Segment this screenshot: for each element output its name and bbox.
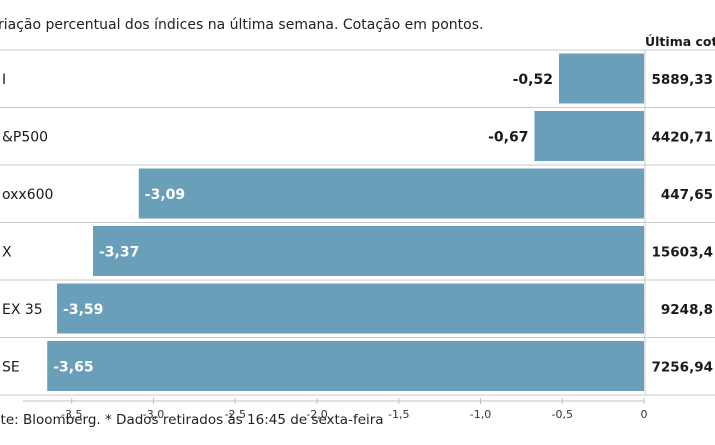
data-label: -0,52 [513, 72, 553, 88]
last-quote-value: 7256,94 [652, 359, 714, 375]
bar [93, 226, 644, 276]
source-note: nte: Bloomberg. * Dados retirados às 16:… [0, 412, 384, 428]
x-tick-label: -2,0 [306, 408, 327, 421]
x-tick-label: -0,5 [552, 408, 573, 421]
category-label: X [2, 244, 12, 260]
bar [138, 168, 644, 219]
data-label: -3,59 [63, 302, 103, 318]
last-quote-value: 5889,33 [652, 72, 714, 88]
data-label: -3,65 [53, 359, 93, 375]
data-label: -3,37 [99, 244, 139, 260]
last-quote-value: 9248,8 [661, 302, 713, 318]
chart-rows: I -0,52 5889,33&P500 -0,67 4420,71 oxx600 -3,0… [0, 49, 715, 396]
last-quote-header: Última cotaç [645, 34, 715, 49]
chart-subtitle: riação percentual dos índices na última … [0, 17, 484, 33]
bar [47, 341, 645, 391]
x-tick-label: -1,5 [388, 408, 409, 421]
last-quote-value: 447,65 [661, 187, 713, 203]
category-label: &P500 [2, 129, 48, 145]
x-tick-label: -3,0 [143, 408, 164, 421]
x-tick-label: -3,5 [61, 408, 82, 421]
data-label: -0,67 [488, 129, 528, 145]
category-label: oxx600 [2, 187, 53, 203]
x-tick-label: -1,0 [470, 408, 491, 421]
x-tick-label: -2,5 [225, 408, 246, 421]
data-label: -3,09 [145, 187, 185, 203]
category-label: I [2, 72, 6, 88]
category-label: SE [2, 359, 20, 375]
last-quote-value: 4420,71 [652, 129, 714, 145]
bar [558, 53, 644, 104]
bar [534, 111, 644, 161]
bar [57, 283, 645, 334]
category-label: EX 35 [2, 302, 43, 318]
last-quote-value: 15603,4 [652, 244, 714, 260]
x-tick-label: 0 [641, 408, 648, 421]
x-axis: -3,5 -3,0 -2,5 -2,0 -1,5 -1,0 -0,5 0 [22, 398, 648, 421]
